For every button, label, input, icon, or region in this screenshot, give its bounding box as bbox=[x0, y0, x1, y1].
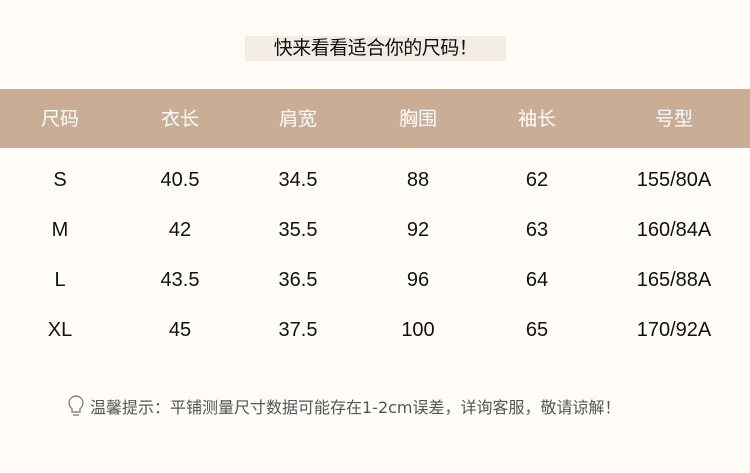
table-row: XL 45 37.5 100 65 170/92A bbox=[0, 318, 750, 368]
size-table-header: 尺码 衣长 肩宽 胸围 袖长 号型 bbox=[0, 89, 750, 148]
table-cell: 35.5 bbox=[278, 219, 318, 241]
table-cell: 100 bbox=[401, 319, 435, 341]
table-cell: 36.5 bbox=[278, 269, 318, 291]
table-cell: 45 bbox=[168, 319, 192, 341]
table-row: S 40.5 34.5 88 62 155/80A bbox=[0, 168, 750, 218]
table-cell: 170/92A bbox=[636, 319, 712, 341]
page-title: 快来看看适合你的尺码！ bbox=[245, 36, 506, 61]
table-cell: 37.5 bbox=[278, 319, 318, 341]
table-cell: 40.5 bbox=[160, 169, 200, 191]
column-header: 胸围 bbox=[398, 108, 437, 130]
table-row: L 43.5 36.5 96 64 165/88A bbox=[0, 268, 750, 318]
table-cell: 63 bbox=[525, 219, 549, 241]
column-header: 号型 bbox=[654, 108, 693, 130]
column-header: 衣长 bbox=[160, 108, 199, 130]
table-cell: 43.5 bbox=[160, 269, 200, 291]
tip-note: 温馨提示：平铺测量尺寸数据可能存在1-2cm误差，详询客服，敬请谅解！ bbox=[66, 393, 621, 419]
table-cell: 160/84A bbox=[636, 219, 712, 241]
column-header: 尺码 bbox=[40, 108, 79, 130]
lightbulb-icon bbox=[68, 395, 84, 416]
table-cell: 96 bbox=[406, 269, 430, 291]
table-cell: 34.5 bbox=[278, 169, 318, 191]
table-cell: M bbox=[51, 219, 69, 241]
table-cell: 65 bbox=[525, 319, 549, 341]
table-row: M 42 35.5 92 63 160/84A bbox=[0, 218, 750, 268]
table-cell: 92 bbox=[406, 219, 430, 241]
column-header: 袖长 bbox=[517, 108, 556, 130]
table-cell: L bbox=[54, 269, 66, 291]
tip-text: 温馨提示：平铺测量尺寸数据可能存在1-2cm误差，详询客服，敬请谅解！ bbox=[90, 398, 621, 417]
column-header: 肩宽 bbox=[278, 108, 317, 130]
table-cell: 62 bbox=[525, 169, 549, 191]
table-cell: 42 bbox=[168, 219, 192, 241]
table-cell: 155/80A bbox=[636, 169, 712, 191]
table-cell: S bbox=[53, 169, 67, 191]
table-cell: 165/88A bbox=[636, 269, 712, 291]
table-cell: XL bbox=[47, 319, 73, 341]
table-cell: 64 bbox=[525, 269, 549, 291]
table-cell: 88 bbox=[406, 169, 430, 191]
